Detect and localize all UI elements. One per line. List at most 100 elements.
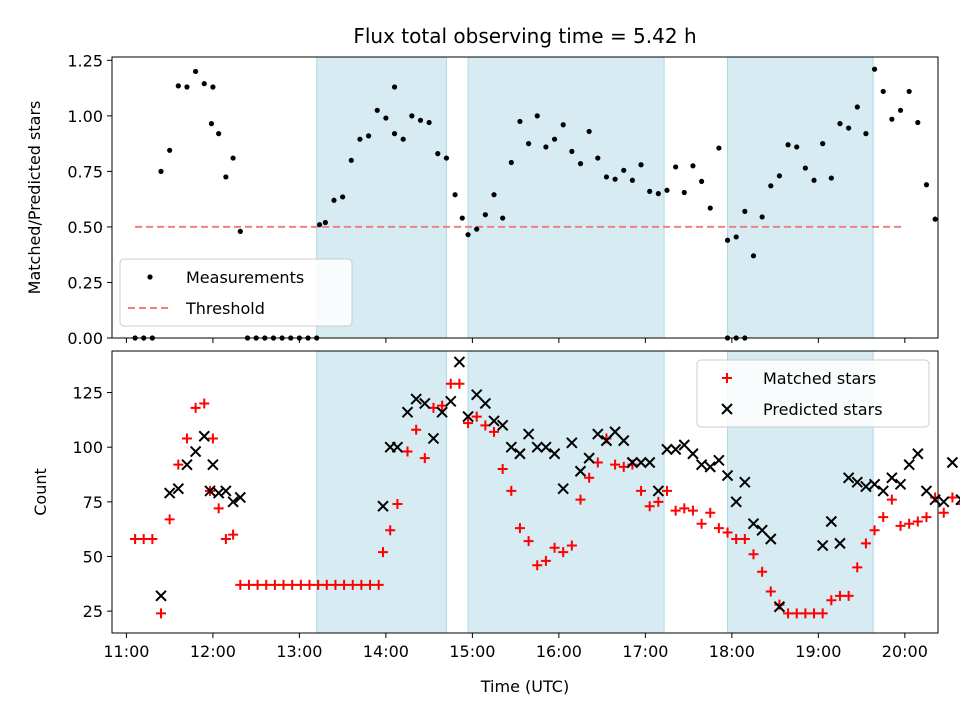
- legend-bottom: Matched stars Predicted stars: [696, 359, 930, 428]
- legend-top: Measurements Threshold: [119, 258, 353, 327]
- data-point: [410, 393, 422, 405]
- data-point: [932, 216, 938, 222]
- data-point: [635, 456, 647, 469]
- data-point: [912, 448, 924, 460]
- chart-title: Flux total observing time = 5.42 h: [353, 24, 696, 48]
- data-point: [661, 485, 672, 496]
- data-point: [696, 518, 707, 529]
- data-point: [636, 485, 647, 496]
- data-point: [583, 452, 595, 464]
- data-point: [365, 579, 376, 590]
- y-tick-label: 25: [83, 602, 103, 621]
- data-point: [923, 182, 930, 188]
- data-point: [846, 125, 852, 131]
- data-point: [158, 168, 164, 174]
- x-tick-label: 11:00: [103, 642, 149, 661]
- observing-window-1: [316, 350, 447, 634]
- data-point: [172, 483, 185, 495]
- y-tick-label: 1.25: [67, 51, 103, 70]
- data-point: [340, 194, 346, 200]
- data-point: [190, 402, 201, 413]
- data-point: [629, 177, 635, 183]
- data-point: [817, 608, 828, 619]
- data-point: [401, 406, 414, 418]
- data-point: [653, 496, 664, 507]
- data-point: [586, 128, 592, 135]
- data-point: [391, 441, 404, 453]
- data-point: [574, 465, 587, 477]
- data-point: [825, 515, 838, 528]
- data-point: [230, 155, 236, 161]
- data-point: [868, 478, 881, 491]
- data-point: [496, 419, 509, 432]
- data-point: [687, 505, 698, 516]
- data-point: [610, 459, 621, 470]
- legend-label: Measurements: [186, 268, 304, 287]
- data-point: [852, 562, 863, 573]
- data-point: [713, 454, 725, 467]
- y-tick-label: 0.50: [67, 218, 103, 237]
- data-point: [193, 68, 199, 75]
- data-point: [652, 485, 665, 497]
- data-point: [522, 428, 535, 440]
- y-tick-label: 1.00: [67, 107, 103, 126]
- data-point: [189, 445, 202, 458]
- data-point: [435, 151, 441, 157]
- data-point: [164, 514, 175, 525]
- data-point: [673, 164, 679, 170]
- data-point: [252, 579, 263, 590]
- data-point: [402, 446, 413, 457]
- data-point: [687, 448, 699, 460]
- data-point: [316, 222, 323, 228]
- data-point: [357, 136, 363, 142]
- data-point: [854, 104, 860, 110]
- data-point: [532, 560, 543, 571]
- data-point: [517, 118, 523, 125]
- data-point: [820, 141, 826, 147]
- data-point: [742, 208, 748, 214]
- data-point: [557, 483, 569, 495]
- data-point: [278, 579, 289, 590]
- data-point: [904, 518, 915, 529]
- data-point: [765, 586, 776, 597]
- data-point: [809, 608, 820, 619]
- data-point: [543, 144, 549, 150]
- data-point: [791, 608, 802, 619]
- data-point: [811, 177, 817, 183]
- data-point: [497, 464, 508, 475]
- data-point: [843, 590, 854, 601]
- data-point: [391, 84, 398, 90]
- data-point: [609, 426, 621, 438]
- plot-frame-top: [111, 56, 939, 339]
- data-point: [592, 428, 604, 440]
- data-point: [551, 136, 558, 142]
- y-tick-label: 0.25: [67, 273, 103, 292]
- data-point: [705, 507, 716, 518]
- data-point: [707, 205, 713, 211]
- data-point: [569, 148, 575, 155]
- data-point: [443, 155, 450, 161]
- data-point: [454, 378, 465, 389]
- data-point: [261, 579, 272, 590]
- data-point: [322, 219, 328, 226]
- data-point: [463, 418, 474, 429]
- data-point: [411, 424, 422, 435]
- data-point: [644, 501, 655, 512]
- data-point: [531, 441, 543, 453]
- observing-window-3: [727, 56, 874, 339]
- data-point: [681, 189, 687, 196]
- data-point: [391, 131, 398, 137]
- data-point: [577, 161, 584, 167]
- data-point: [228, 529, 239, 540]
- legend-label: Matched stars: [763, 369, 876, 388]
- data-point: [670, 505, 681, 516]
- y-tick-label: 0.00: [67, 329, 103, 348]
- data-point: [523, 536, 534, 547]
- data-point: [436, 406, 448, 418]
- data-point: [759, 214, 765, 220]
- data-point: [331, 197, 337, 203]
- data-point: [750, 253, 757, 259]
- data-point: [549, 542, 560, 553]
- data-point: [877, 485, 889, 497]
- data-point: [181, 458, 193, 471]
